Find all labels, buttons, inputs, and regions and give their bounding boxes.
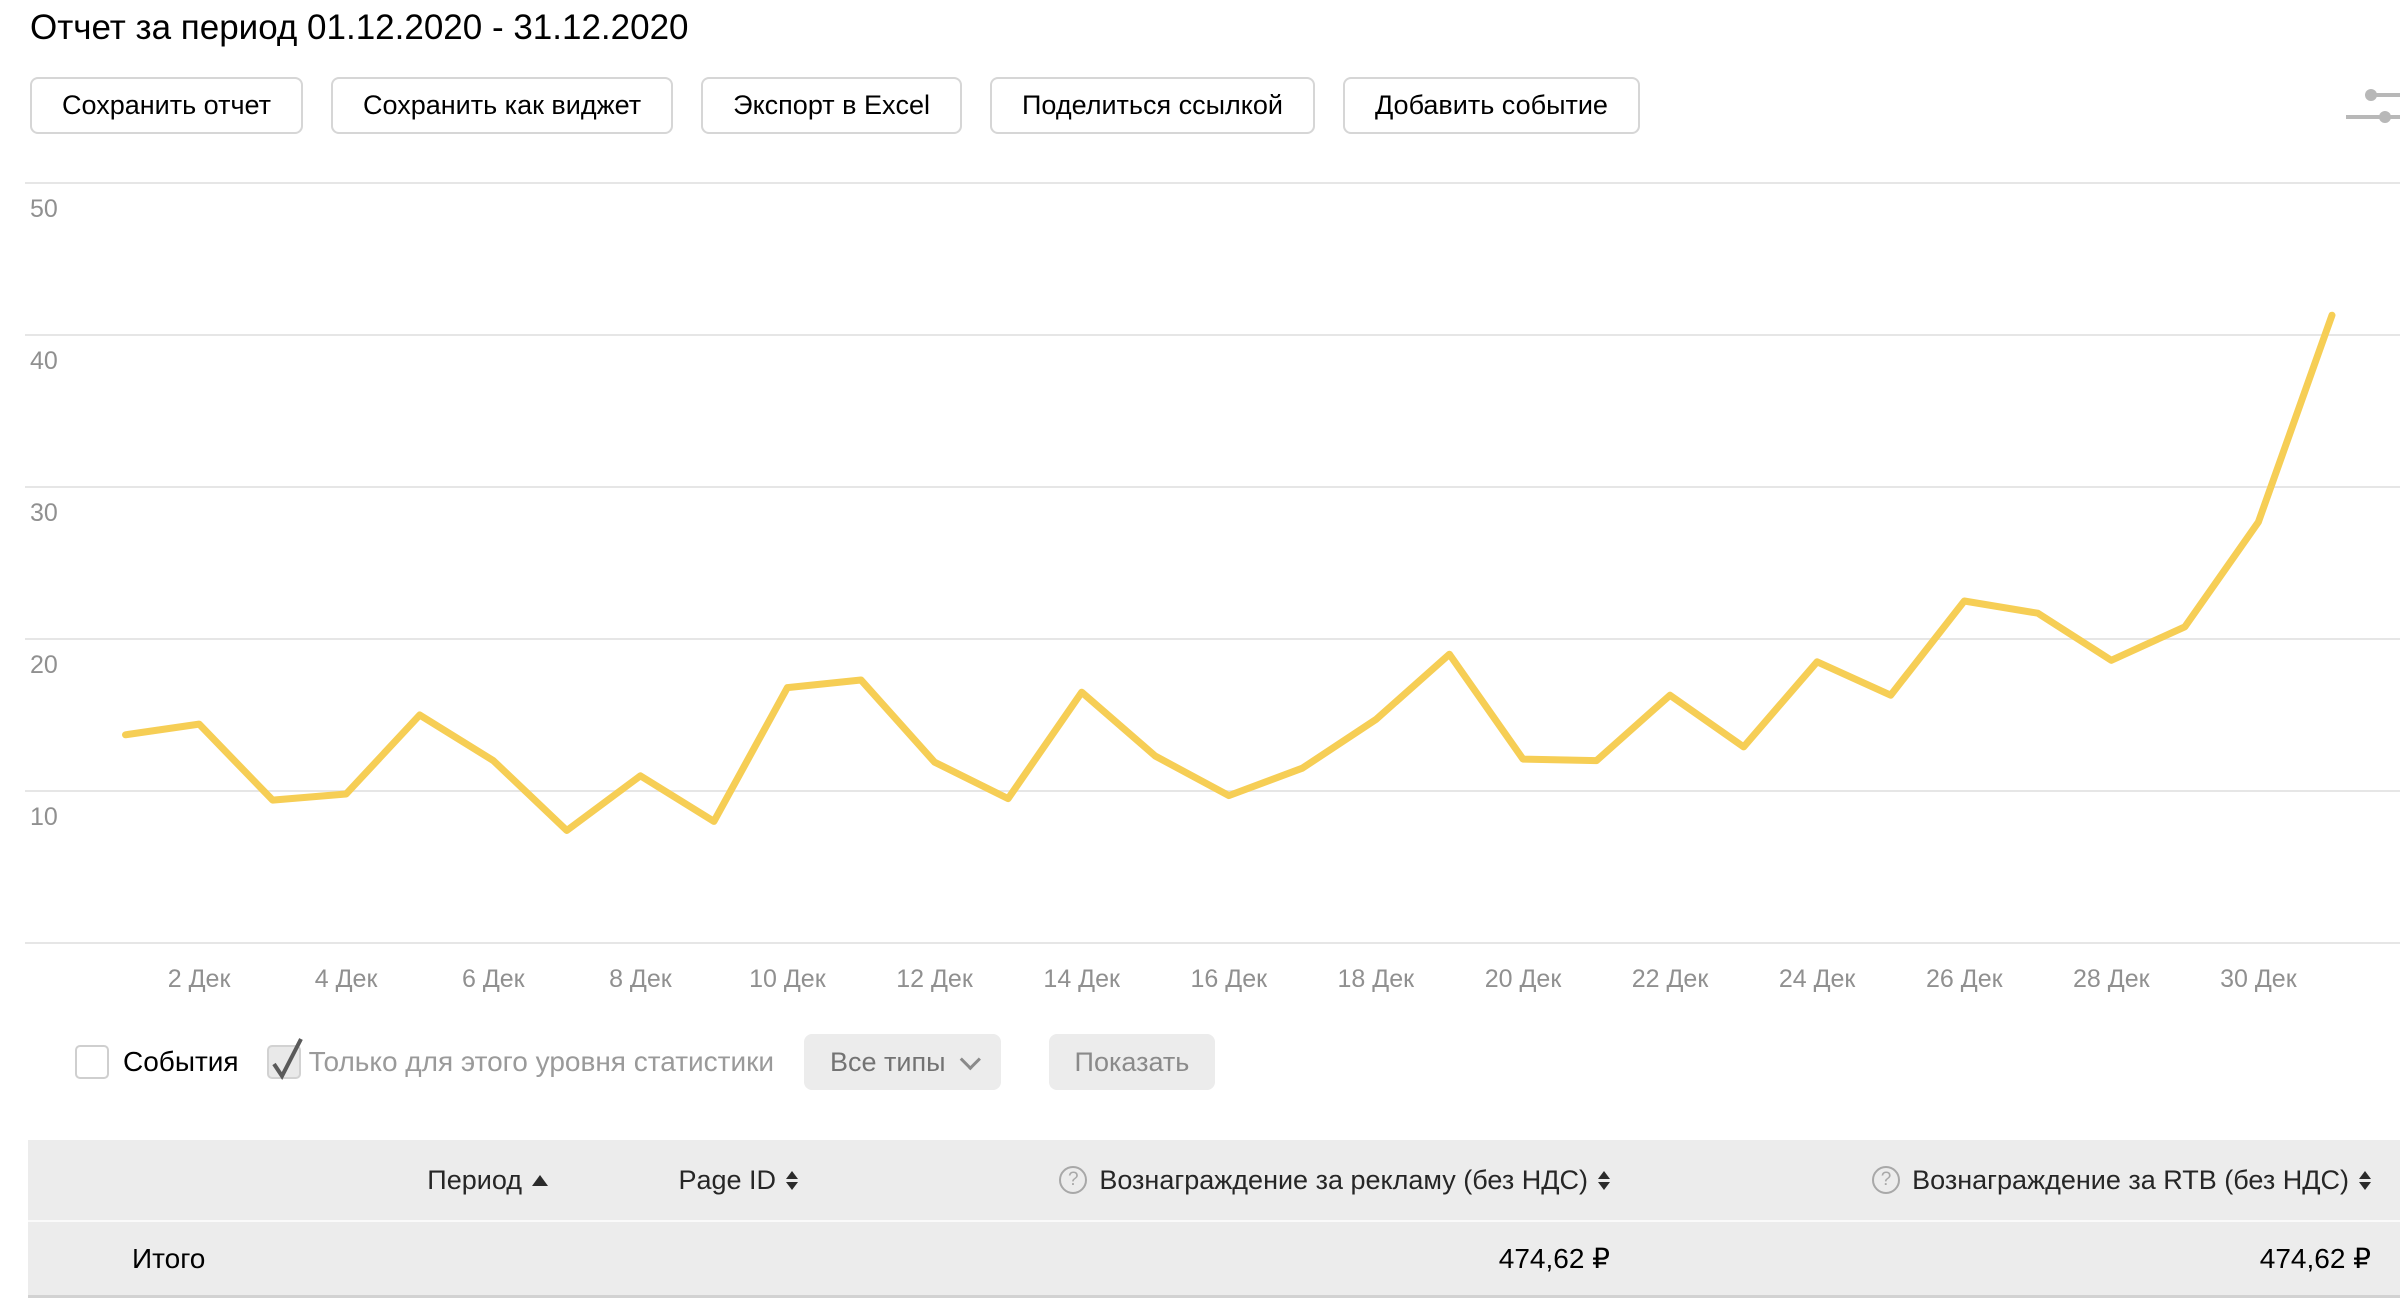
event-type-dropdown-value: Все типы <box>830 1046 946 1077</box>
svg-text:8 Дек: 8 Дек <box>609 965 673 993</box>
svg-text:28 Дек: 28 Дек <box>2073 965 2151 993</box>
svg-text:16 Дек: 16 Дек <box>1191 965 1269 993</box>
svg-text:30: 30 <box>30 499 58 527</box>
column-header-ad-revenue[interactable]: ? Вознаграждение за рекламу (без НДС) <box>798 1165 1610 1196</box>
svg-text:18 Дек: 18 Дек <box>1338 965 1416 993</box>
svg-text:30 Дек: 30 Дек <box>2220 965 2298 993</box>
svg-text:2 Дек: 2 Дек <box>168 965 232 993</box>
svg-text:50: 50 <box>30 195 58 223</box>
save-as-widget-button[interactable]: Сохранить как виджет <box>331 77 674 134</box>
column-header-period[interactable]: Период <box>28 1165 548 1196</box>
totals-rtb-revenue: 474,62 ₽ <box>2259 1243 2371 1274</box>
help-icon[interactable]: ? <box>1059 1166 1088 1194</box>
level-only-checkbox[interactable] <box>266 1038 303 1080</box>
export-excel-button[interactable]: Экспорт в Excel <box>701 77 962 134</box>
svg-text:20: 20 <box>30 651 58 679</box>
add-event-button[interactable]: Добавить событие <box>1342 77 1640 134</box>
svg-text:40: 40 <box>30 347 58 375</box>
event-type-dropdown[interactable]: Все типы <box>804 1034 1001 1090</box>
svg-text:6 Дек: 6 Дек <box>462 965 526 993</box>
svg-text:10 Дек: 10 Дек <box>749 965 827 993</box>
sort-icon <box>786 1170 798 1190</box>
sort-icon <box>1598 1170 1610 1190</box>
sort-asc-icon <box>532 1174 548 1186</box>
svg-text:26 Дек: 26 Дек <box>1926 965 2004 993</box>
help-icon[interactable]: ? <box>1872 1166 1901 1194</box>
column-header-rtb-revenue[interactable]: ? Вознаграждение за RTB (без НДС) <box>1610 1165 2371 1196</box>
totals-ad-revenue: 474,62 ₽ <box>1498 1243 1610 1274</box>
svg-text:22 Дек: 22 Дек <box>1632 965 1710 993</box>
stats-table: Период Page ID ? Вознаграждение за рекла… <box>28 1140 2400 1298</box>
table-header-row: Период Page ID ? Вознаграждение за рекла… <box>28 1140 2400 1222</box>
chevron-down-icon <box>959 1048 981 1070</box>
page-title: Отчет за период 01.12.2020 - 31.12.2020 <box>30 8 689 47</box>
svg-text:4 Дек: 4 Дек <box>315 965 379 993</box>
events-checkbox[interactable] <box>75 1045 109 1079</box>
chart-settings-sliders-icon[interactable] <box>2344 84 2400 130</box>
table-totals-row: Итого 474,62 ₽ 474,62 ₽ <box>28 1222 2400 1298</box>
svg-text:24 Дек: 24 Дек <box>1779 965 1857 993</box>
totals-label: Итого <box>132 1242 206 1274</box>
show-events-button[interactable]: Показать <box>1048 1034 1216 1090</box>
svg-text:14 Дек: 14 Дек <box>1043 965 1121 993</box>
share-link-button[interactable]: Поделиться ссылкой <box>989 77 1315 134</box>
svg-text:12 Дек: 12 Дек <box>896 965 974 993</box>
save-report-button[interactable]: Сохранить отчет <box>30 77 304 134</box>
toolbar: Сохранить отчет Сохранить как виджет Экс… <box>30 77 1640 134</box>
line-chart: 10 20 30 40 50 2 Дек 4 Дек 6 Дек 8 Дек 10 Дек 12 Д… <box>25 182 2400 993</box>
sort-icon <box>2359 1170 2371 1190</box>
events-checkbox-label: События <box>123 1046 239 1077</box>
column-header-page-id[interactable]: Page ID <box>548 1165 798 1196</box>
level-only-checkbox-label: Только для этого уровня статистики <box>308 1046 775 1077</box>
checkmark-icon <box>271 1038 303 1080</box>
svg-text:10: 10 <box>30 803 58 831</box>
svg-text:20 Дек: 20 Дек <box>1485 965 1563 993</box>
events-bar: События Только для этого уровня статисти… <box>75 1032 1216 1092</box>
